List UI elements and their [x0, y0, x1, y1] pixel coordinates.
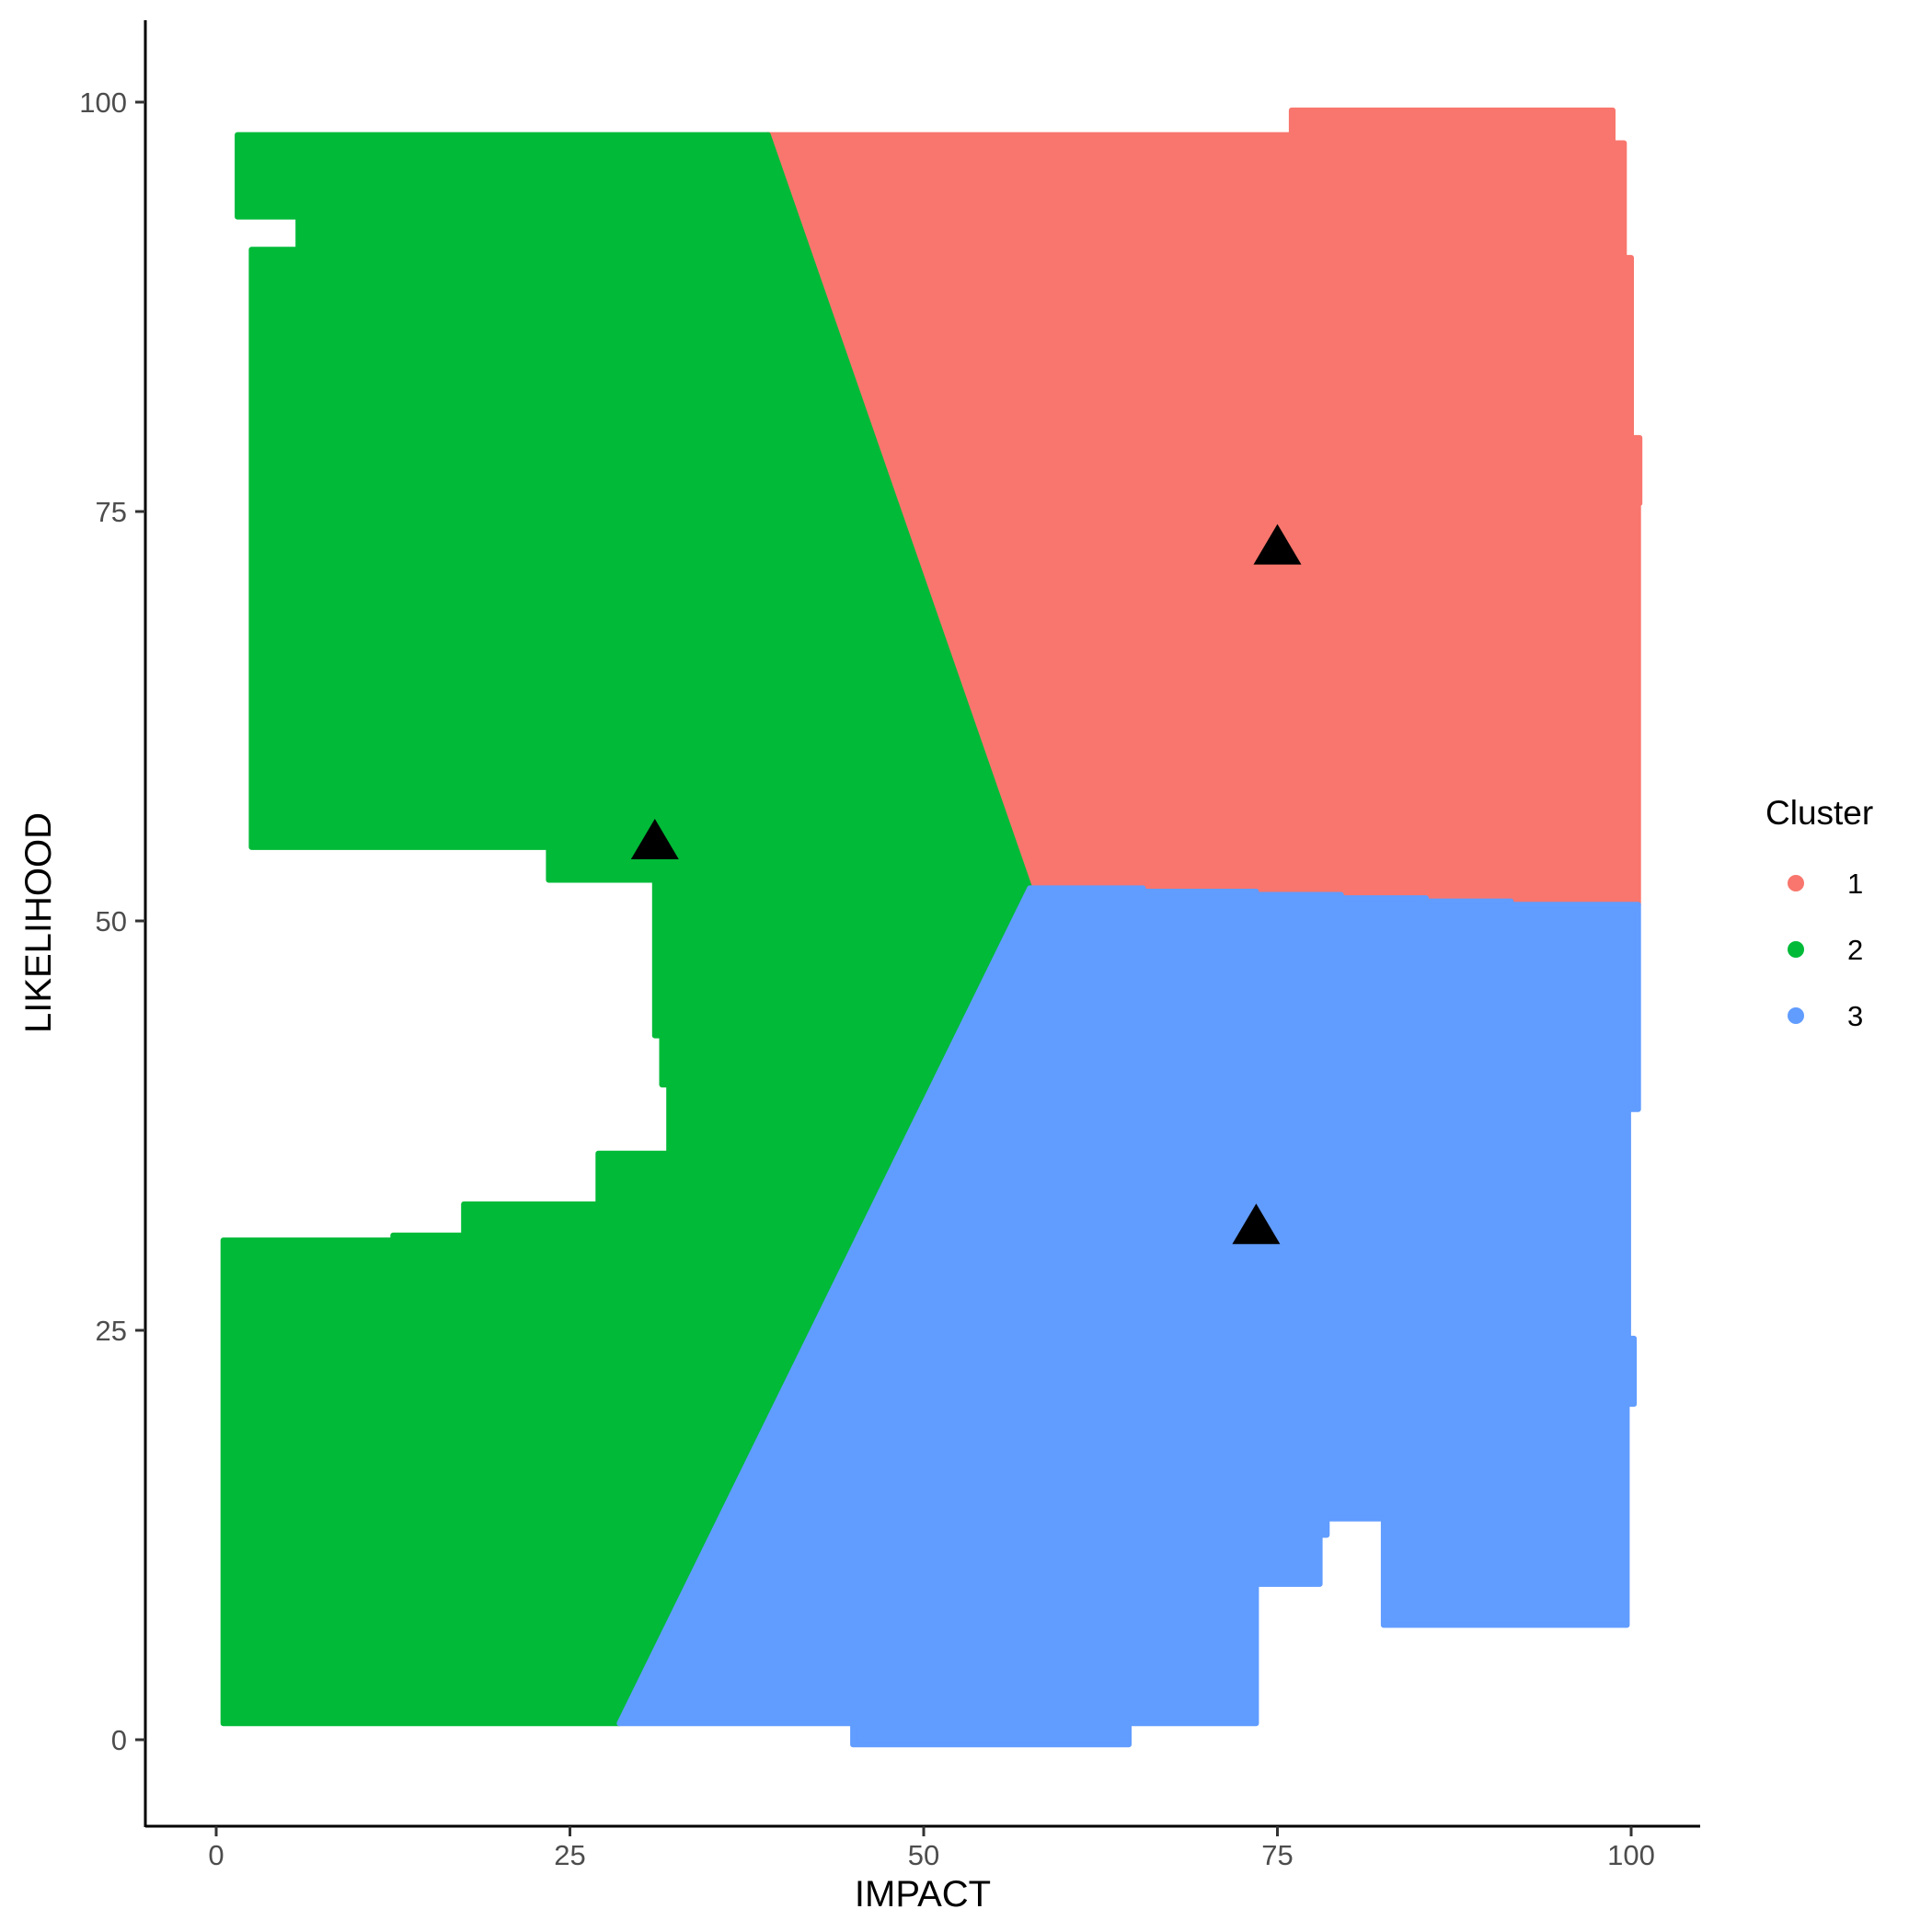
y-tick-label: 0 [111, 1724, 127, 1756]
centroid-markers [630, 523, 1302, 1245]
y-tick-label: 25 [96, 1315, 127, 1347]
x-tick-label: 50 [908, 1839, 939, 1871]
y-tick-label: 75 [96, 496, 127, 528]
cluster-2-points-region [220, 132, 1033, 1727]
x-tick-label: 0 [208, 1839, 224, 1871]
y-axis-title: LIKELIHOOD [18, 812, 59, 1033]
legend-label-2: 2 [1847, 934, 1863, 966]
legend-key-1 [1788, 875, 1804, 891]
centroid-cluster-1 [1253, 523, 1302, 565]
centroid-cluster-3 [1232, 1203, 1281, 1245]
legend-label-3: 3 [1847, 1000, 1863, 1032]
legend: Cluster 1 2 3 [1765, 794, 1873, 1032]
x-axis-ticks: 0 25 50 75 100 [208, 1826, 1655, 1871]
legend-key-2 [1788, 941, 1804, 958]
centroid-cluster-2 [630, 819, 679, 859]
x-tick-label: 100 [1607, 1839, 1655, 1871]
y-axis-ticks: 0 25 50 75 100 [79, 86, 145, 1756]
cluster-3-points-region [616, 885, 1641, 1748]
x-tick-label: 75 [1261, 1839, 1293, 1871]
legend-key-3 [1788, 1007, 1804, 1024]
y-tick-label: 100 [79, 86, 127, 119]
x-axis-title: IMPACT [855, 1874, 991, 1915]
x-tick-label: 25 [554, 1839, 585, 1871]
plot-area [220, 107, 1643, 1748]
y-tick-label: 50 [96, 905, 127, 937]
legend-label-1: 1 [1847, 868, 1863, 900]
legend-title: Cluster [1765, 794, 1873, 832]
